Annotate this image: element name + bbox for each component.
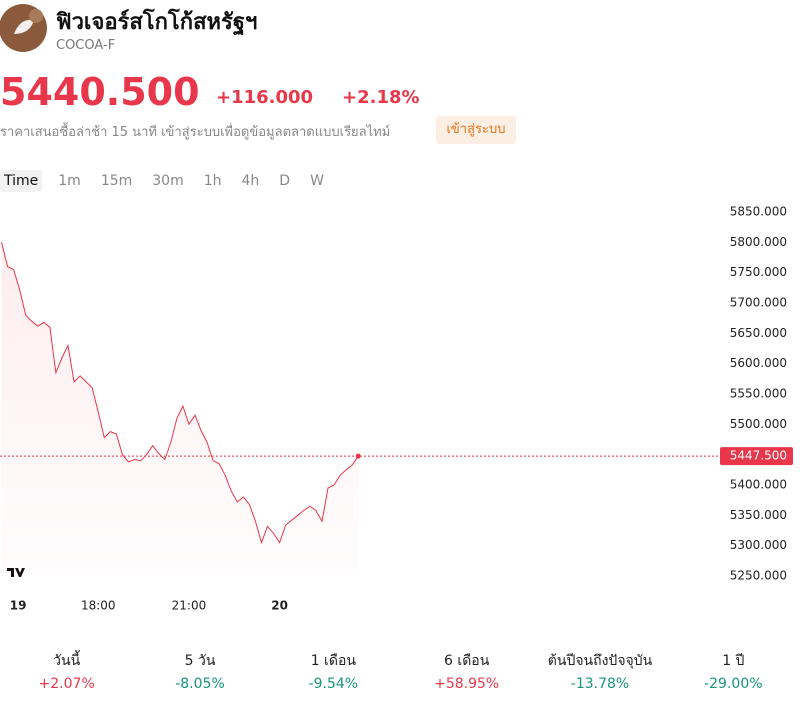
performance-item: 1 เดือน -9.54% bbox=[267, 650, 400, 692]
change: +116.000 bbox=[216, 87, 314, 108]
tab[interactable]: D bbox=[279, 173, 291, 189]
tab[interactable]: Time bbox=[0, 170, 43, 192]
price-line bbox=[1, 242, 359, 545]
last-price-label: 5447.500 bbox=[730, 449, 787, 463]
period-change: +2.07% bbox=[38, 676, 95, 692]
y-tick-label: 5550.000 bbox=[730, 387, 787, 401]
tab[interactable]: 4h bbox=[241, 173, 260, 189]
y-tick-label: 5750.000 bbox=[730, 265, 787, 279]
period-change: +58.95% bbox=[434, 676, 500, 692]
change-percent: +2.18% bbox=[342, 87, 420, 108]
x-tick-label: 19 bbox=[10, 599, 27, 613]
title: ฟิวเจอร์สโกโก้สหรัฐฯ bbox=[56, 10, 258, 35]
period: 1 ปี bbox=[722, 653, 745, 669]
period: 1 เดือน bbox=[310, 653, 356, 669]
y-tick-label: 5650.000 bbox=[730, 326, 787, 340]
y-tick-label: 5350.000 bbox=[730, 508, 787, 522]
y-tick-label: 5850.000 bbox=[730, 205, 787, 219]
symbol: COCOA-F bbox=[56, 38, 116, 53]
last-point bbox=[355, 453, 361, 459]
performance-item: วันนี้ +2.07% bbox=[0, 650, 133, 692]
tab[interactable]: 30m bbox=[152, 173, 184, 189]
area-fill bbox=[1, 242, 359, 577]
y-tick-label: 5700.000 bbox=[730, 296, 787, 310]
y-tick-label: 5250.000 bbox=[730, 569, 787, 583]
y-tick-label: 5800.000 bbox=[730, 235, 787, 249]
period: ต้นปีจนถึงปัจจุบัน bbox=[547, 653, 653, 669]
x-tick-label: 21:00 bbox=[172, 599, 207, 613]
x-tick-label: 20 bbox=[271, 599, 288, 613]
performance-item: 6 เดือน +58.95% bbox=[400, 650, 533, 692]
period: วันนี้ bbox=[53, 653, 81, 669]
tab[interactable]: W bbox=[310, 173, 324, 189]
y-tick-label: 5300.000 bbox=[730, 538, 787, 552]
period-change: -13.78% bbox=[570, 676, 630, 692]
tabs: Time 1m 15m 30m 1h 4h D W bbox=[0, 170, 328, 192]
y-tick-label: 5400.000 bbox=[730, 478, 787, 492]
logo-bean bbox=[14, 19, 34, 34]
performance-item: 1 ปี -29.00% bbox=[667, 650, 800, 692]
delay-note: ราคาเสนอซื้อล่าช้า 15 นาที เข้าสู่ระบบเพ… bbox=[0, 125, 391, 140]
y-tick-label: 5600.000 bbox=[730, 356, 787, 370]
tab[interactable]: 15m bbox=[100, 173, 133, 189]
period: 5 วัน bbox=[184, 653, 216, 669]
price: 5440.500 bbox=[0, 70, 200, 114]
performance-item: ต้นปีจนถึงปัจจุบัน -13.78% bbox=[533, 650, 666, 692]
tab[interactable]: 1m bbox=[58, 173, 81, 189]
performance: วันนี้ +2.07% 5 วัน -8.05% 1 เดือน -9.54% 6 เด… bbox=[0, 650, 800, 692]
period-change: -29.00% bbox=[704, 676, 763, 692]
y-tick-label: 5500.000 bbox=[730, 417, 787, 431]
period: 6 เดือน bbox=[444, 653, 490, 669]
period-change: -8.05% bbox=[175, 676, 225, 692]
tab[interactable]: 1h bbox=[203, 173, 222, 189]
x-tick-label: 18:00 bbox=[81, 599, 116, 613]
last-price-tag bbox=[720, 447, 793, 466]
logo-badge bbox=[29, 9, 43, 23]
performance-item: 5 วัน -8.05% bbox=[133, 650, 266, 692]
period-change: -9.54% bbox=[308, 676, 359, 692]
login-button[interactable]: เข้าสู่ระบบ bbox=[436, 116, 516, 144]
